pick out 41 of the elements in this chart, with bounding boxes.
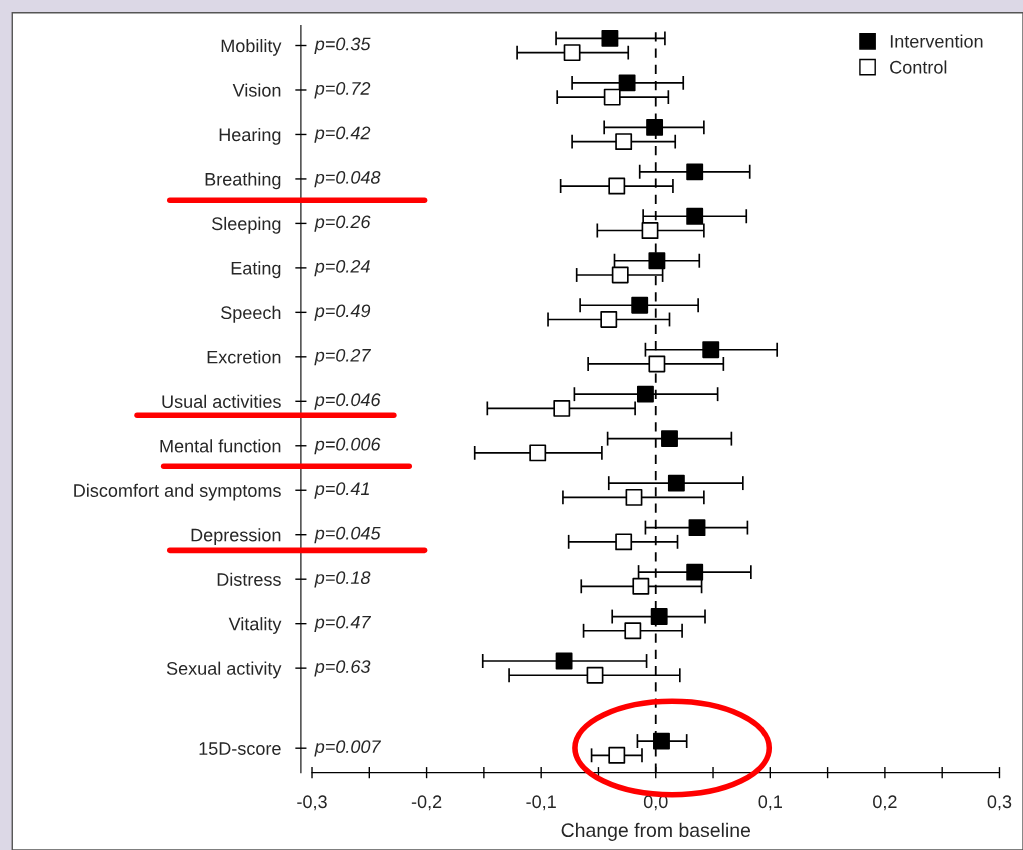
annotation: p=0.41 (314, 482, 369, 499)
annotation: p=0.18 (314, 571, 371, 588)
x-tick-label: 0,3 (987, 795, 1012, 811)
y-tick-label: Mobility (221, 38, 282, 56)
annotation: p=0.27 (314, 348, 372, 366)
y-tick-label: Usual activities (162, 394, 281, 409)
annotation: p=0.045 (314, 526, 381, 544)
annotation: p=0.006 (314, 437, 381, 455)
y-tick-label: Eating (231, 261, 281, 279)
x-tick-label: 0,1 (758, 795, 782, 811)
legend-label: Intervention (890, 34, 983, 48)
annotation: p=0.046 (314, 393, 381, 410)
annotation: p=0.048 (314, 170, 381, 188)
x-tick-label: 0,2 (873, 795, 897, 811)
annotation: p=0.24 (314, 259, 370, 277)
x-tick-label: -0,3 (297, 795, 327, 811)
annotation: p=0.42 (314, 126, 371, 143)
annotation: p=0.63 (314, 660, 371, 677)
annotation: p=0.47 (314, 615, 372, 633)
y-tick-label: Vitality (228, 617, 282, 634)
y-tick-label: Mental function (160, 439, 281, 453)
y-tick-label: Depression (191, 528, 281, 546)
annotation: p=0.72 (314, 82, 371, 99)
y-tick-label: Hearing (219, 127, 281, 145)
annotation: p=0.007 (314, 740, 382, 757)
y-tick-label: Discomfort and symptoms (74, 483, 281, 501)
y-tick-label: Breathing (205, 172, 281, 190)
y-tick-label: Vision (232, 83, 281, 97)
x-axis-title: Change from baseline (561, 822, 751, 841)
legend-label: Control (890, 60, 947, 74)
x-tick-label: -0,2 (411, 795, 442, 811)
annotation: p=0.26 (314, 215, 371, 232)
y-tick-label: Distress (217, 572, 281, 586)
annotation: p=0.35 (314, 37, 371, 54)
y-tick-label: Sexual activity (166, 661, 282, 679)
y-tick-label: Excretion (207, 350, 281, 364)
y-tick-label: Speech (221, 305, 281, 323)
y-tick-label: Sleeping (212, 216, 281, 234)
y-tick-label: 15D-score (199, 742, 281, 755)
annotation: p=0.49 (314, 304, 371, 321)
x-tick-label: -0,1 (526, 795, 556, 811)
